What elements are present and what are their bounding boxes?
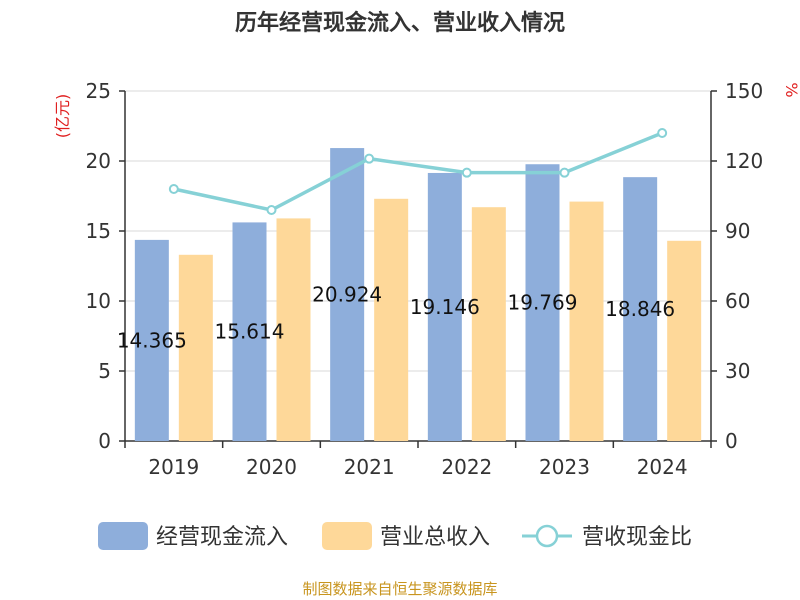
data-label-cash-inflow: 15.614	[215, 320, 285, 344]
x-tick-label: 2021	[344, 455, 395, 479]
bar-cash-inflow	[134, 239, 169, 441]
bar-cash-inflow	[232, 222, 267, 441]
y-right-tick-label: 60	[725, 289, 750, 313]
bar-revenue	[374, 198, 409, 441]
legend-label-revenue: 营业总收入	[380, 525, 490, 550]
data-label-cash-inflow: 18.846	[605, 297, 675, 321]
source-note: 制图数据来自恒生聚源数据库	[302, 580, 497, 598]
data-label-cash-inflow: 20.924	[312, 283, 382, 307]
ratio-point	[168, 184, 179, 194]
y-right-tick-label: 0	[725, 429, 738, 453]
bar-revenue	[178, 254, 213, 441]
x-tick-label: 2022	[441, 455, 492, 479]
legend-swatch-ratio-marker	[535, 524, 559, 548]
y-right-unit-label: %	[782, 82, 800, 97]
legend-swatch-revenue	[322, 522, 372, 550]
y-left-unit-label: (亿元)	[53, 94, 72, 139]
bar-cash-inflow	[330, 148, 365, 441]
bar-cash-inflow	[525, 164, 560, 441]
ratio-line	[173, 131, 663, 212]
x-tick-label: 2019	[148, 455, 199, 479]
x-tick-label: 2020	[246, 455, 297, 479]
legend-label-cash-inflow: 经营现金流入	[156, 525, 288, 550]
legend-label-ratio: 营收现金比	[582, 525, 692, 550]
data-label-cash-inflow: 14.365	[117, 328, 187, 352]
bar-revenue	[667, 240, 702, 441]
y-left-tick-label: 15	[86, 219, 111, 243]
ratio-point	[559, 167, 570, 178]
y-left-tick-label: 10	[86, 289, 111, 313]
y-right-tick-label: 150	[725, 79, 763, 103]
ratio-point	[461, 167, 472, 178]
ratio-point	[657, 128, 668, 138]
chart-title: 历年经营现金流入、营业收入情况	[235, 10, 565, 36]
legend-swatch-cash-inflow	[98, 522, 148, 550]
x-tick-label: 2024	[637, 455, 688, 479]
y-left-tick-label: 25	[86, 79, 111, 103]
bar-cash-inflow	[427, 172, 462, 441]
bar-revenue	[471, 207, 506, 441]
bar-revenue	[276, 218, 311, 441]
y-right-tick-label: 90	[725, 219, 750, 243]
y-right-tick-label: 120	[725, 149, 763, 173]
y-right-tick-label: 30	[725, 359, 750, 383]
x-tick-label: 2023	[539, 455, 590, 479]
y-left-tick-label: 20	[86, 149, 111, 173]
y-left-tick-label: 5	[98, 359, 111, 383]
bar-revenue	[569, 201, 604, 441]
ratio-point	[364, 153, 375, 164]
data-label-cash-inflow: 19.146	[410, 295, 480, 319]
data-label-cash-inflow: 19.769	[508, 291, 578, 315]
bar-cash-inflow	[623, 177, 658, 441]
y-left-tick-label: 0	[98, 429, 111, 453]
ratio-point	[266, 205, 277, 215]
